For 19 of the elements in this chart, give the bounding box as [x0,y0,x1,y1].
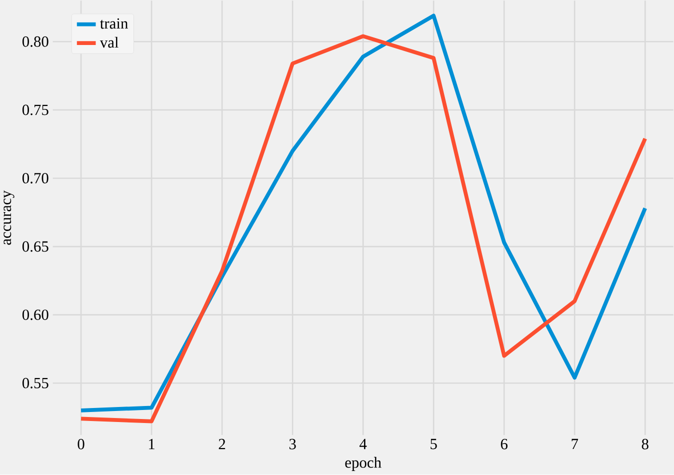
x-tick-label: 5 [430,439,437,450]
x-tick-label: 2 [218,439,226,450]
x-axis-title: epoch [345,457,382,472]
y-tick-label: 0.65 [22,241,48,252]
x-tick-label: 1 [149,439,154,450]
x-tick-label: 3 [289,439,296,450]
x-tick-label: 8 [642,439,648,450]
y-axis-title: accuracy [4,190,14,245]
x-tick-label: 7 [572,439,578,450]
y-tick-label: 0.70 [22,173,48,184]
x-tick-label: 6 [500,439,508,450]
x-tick-label: 0 [78,439,84,450]
y-tick-label: 0.75 [22,104,48,116]
y-tick-label: 0.60 [22,310,48,320]
x-tick-label: 4 [360,439,367,450]
legend-label: train [100,18,128,29]
y-tick-label: 0.55 [22,378,48,389]
legend-label: val [100,37,118,48]
y-tick-label: 0.80 [22,36,48,48]
